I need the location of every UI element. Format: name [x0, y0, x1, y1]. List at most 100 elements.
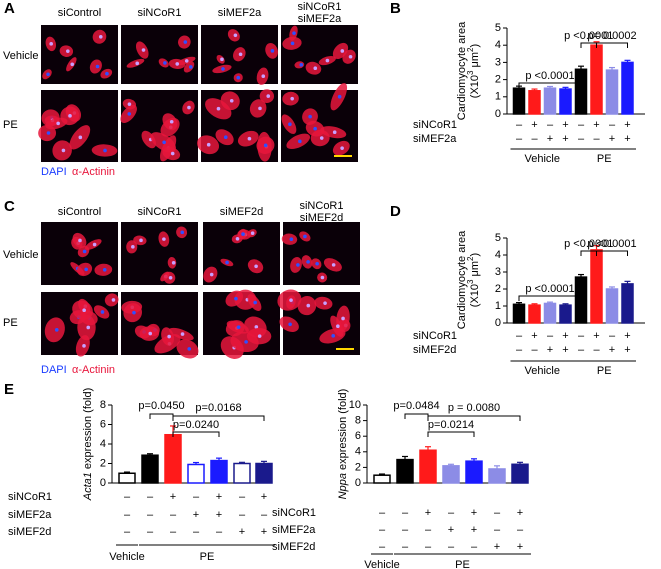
sign: + — [562, 330, 568, 342]
nucleus — [320, 275, 325, 280]
y-axis-label-part: 3 — [466, 70, 475, 75]
bar — [621, 61, 634, 115]
nucleus — [290, 96, 294, 101]
bar — [512, 87, 526, 115]
nucleus — [105, 71, 109, 76]
nucleus — [209, 272, 214, 277]
nucleus — [244, 340, 248, 344]
bar — [605, 69, 619, 115]
significance-bracket — [518, 295, 582, 301]
cell — [162, 113, 178, 131]
sign: – — [261, 509, 268, 521]
nucleus — [263, 143, 268, 148]
nucleus — [299, 63, 304, 67]
nucleus — [313, 126, 317, 131]
y-axis-label: Cardiomyocyte area — [456, 21, 468, 120]
sign: – — [593, 133, 600, 145]
nucleus — [341, 316, 345, 321]
column-header: siNCoR1 — [297, 1, 341, 13]
nucleus — [257, 334, 262, 338]
bar — [396, 458, 414, 484]
panel-letter: A — [4, 0, 15, 17]
nucleus — [270, 49, 275, 53]
sign: + — [425, 507, 431, 519]
bar — [528, 90, 541, 115]
sign: – — [216, 526, 223, 538]
y-tick-label: 2 — [495, 74, 501, 86]
group-label: Vehicle — [525, 153, 560, 165]
nucleus — [82, 249, 87, 254]
y-axis-label-part: Nppa — [337, 473, 349, 499]
nucleus — [131, 245, 135, 249]
sign: + — [547, 344, 553, 356]
cell — [281, 233, 298, 245]
y-tick-label: 5 — [495, 22, 501, 34]
y-tick-label: 1 — [495, 91, 501, 103]
sign: + — [593, 119, 599, 131]
nucleus — [78, 135, 83, 140]
nucleus — [220, 57, 224, 62]
sign: – — [425, 524, 432, 536]
nucleus — [229, 98, 234, 103]
nucleus — [68, 114, 72, 118]
sign: + — [609, 133, 615, 145]
y-tick-label: 4 — [355, 446, 361, 458]
y-axis-label-part: Acta1 — [82, 472, 94, 501]
sign: – — [124, 509, 131, 521]
nucleus — [187, 347, 192, 351]
sign: – — [124, 526, 131, 538]
group-label: PE — [200, 551, 215, 563]
column-header: siMEF2a — [298, 13, 342, 25]
nucleus — [103, 148, 107, 153]
bar — [512, 303, 526, 324]
y-tick-label: 4 — [495, 249, 501, 261]
nucleus — [78, 238, 82, 243]
panel-letter: D — [390, 203, 401, 220]
nucleus — [298, 139, 302, 144]
bar — [488, 468, 506, 484]
nucleus — [206, 142, 211, 147]
nucleus — [288, 322, 292, 327]
row-label: siMEF2d — [272, 541, 315, 553]
legend-actinin: α-Actinin — [72, 166, 115, 178]
y-tick-label: 0 — [495, 108, 501, 120]
sign: – — [448, 507, 455, 519]
sign: – — [193, 526, 200, 538]
nucleus — [98, 34, 103, 39]
significance-bracket — [172, 415, 265, 421]
sign: – — [547, 330, 554, 342]
significance-bracket — [596, 250, 628, 256]
nucleus — [315, 261, 319, 266]
sign: – — [609, 330, 616, 342]
bar — [559, 304, 572, 324]
row-label: Vehicle — [3, 249, 38, 261]
sign: + — [239, 526, 245, 538]
nucleus — [308, 114, 312, 119]
nucleus — [162, 237, 166, 241]
column-header: siControl — [58, 206, 101, 218]
sign: – — [147, 526, 154, 538]
p-value: p=0.0450 — [138, 400, 184, 412]
sign: – — [516, 119, 523, 131]
column-header: siControl — [58, 7, 101, 19]
y-axis-label-part: 2 — [466, 47, 475, 52]
p-value: p=0.0168 — [195, 402, 241, 414]
cell — [44, 317, 65, 343]
p-value: p=0.0214 — [428, 419, 474, 431]
nucleus — [290, 41, 295, 46]
nucleus — [331, 334, 336, 338]
group-label: Vehicle — [364, 559, 399, 569]
nucleus — [319, 136, 324, 140]
sign: + — [170, 491, 176, 503]
significance-bracket — [404, 413, 429, 419]
sign: + — [593, 330, 599, 342]
nucleus — [132, 310, 136, 315]
nucleus — [241, 232, 245, 236]
column-header: siMEF2a — [218, 7, 262, 19]
p-value: p <0.0001 — [587, 238, 636, 250]
column-header: siNCoR1 — [137, 7, 181, 19]
sign: + — [562, 133, 568, 145]
row-label: Vehicle — [3, 50, 38, 62]
nucleus — [188, 65, 193, 69]
y-axis-label-part: expression (fold) — [337, 389, 349, 473]
